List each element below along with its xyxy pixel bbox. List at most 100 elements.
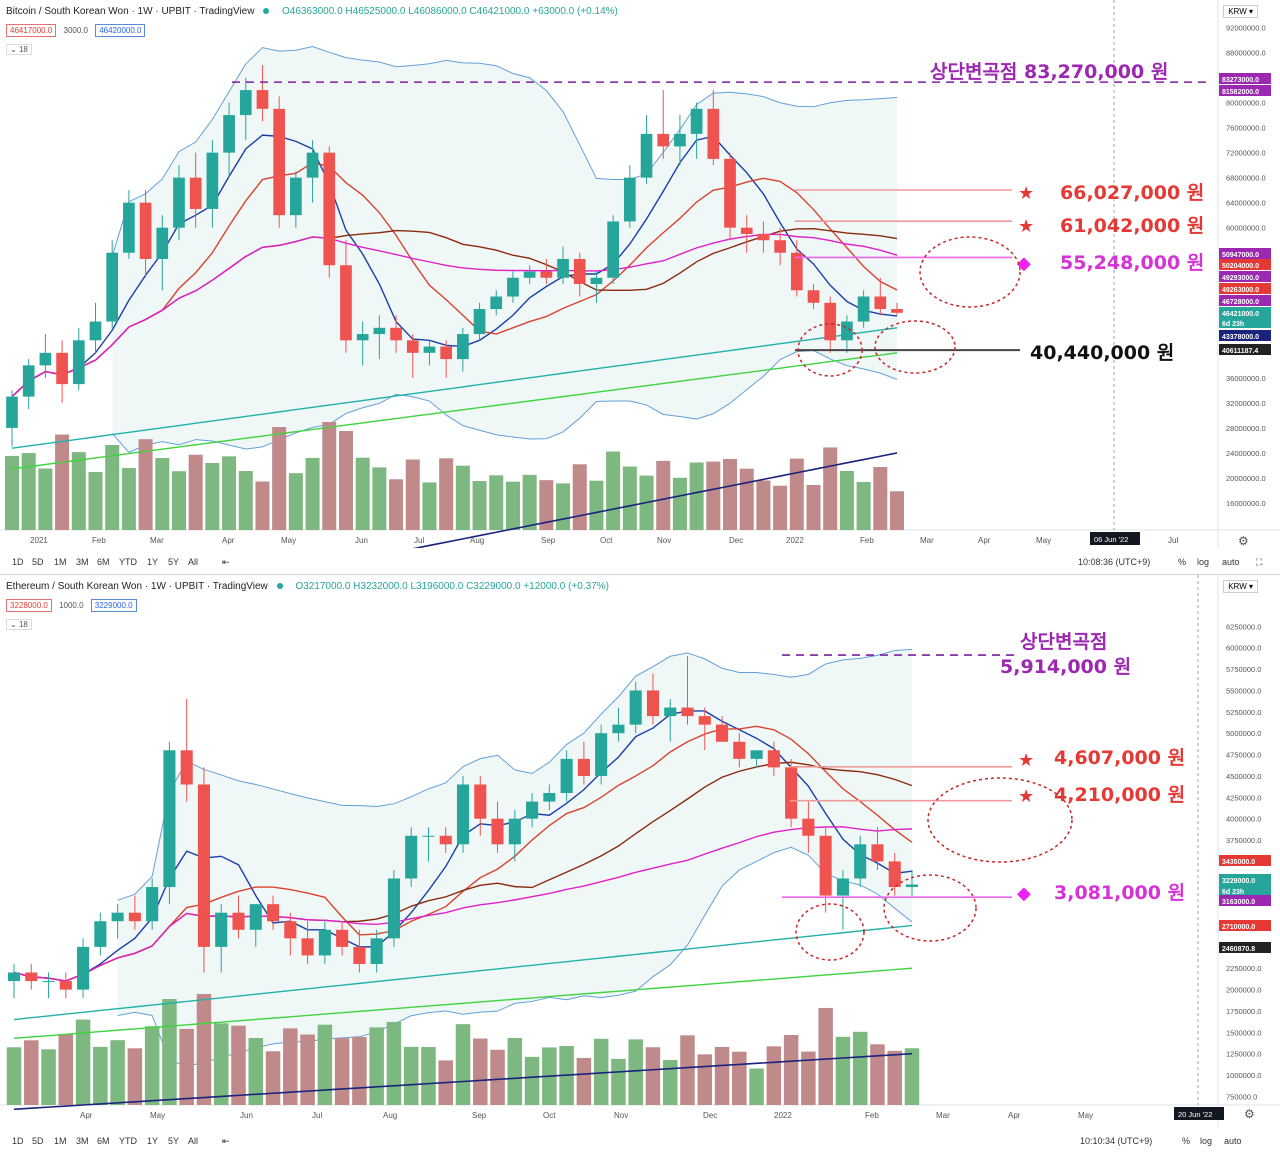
btc-tf-all[interactable]: All xyxy=(188,557,199,567)
eth-buy-box[interactable]: 3229000.0 xyxy=(90,599,137,612)
btc-buy-box[interactable]: 46420000.0 xyxy=(95,24,146,37)
time-tick-label: Jul xyxy=(414,536,424,545)
btc-symbol[interactable]: Bitcoin / South Korean Won · 1W · UPBIT … xyxy=(6,6,255,17)
volume-bar xyxy=(756,480,771,530)
price-tick-label: 4750000.0 xyxy=(1226,751,1261,760)
candle-body xyxy=(750,750,763,759)
eth-tf-1m[interactable]: 1M xyxy=(54,1136,67,1146)
volume-bar xyxy=(680,1035,695,1105)
btc-indicator-toggle[interactable]: ⌄ 18 xyxy=(6,44,32,55)
volume-bar xyxy=(766,1046,782,1105)
volume-bar xyxy=(783,1035,799,1105)
price-tick-label: 1000000.0 xyxy=(1226,1071,1261,1080)
btc-tf-1d[interactable]: 1D xyxy=(12,557,24,567)
price-tag-box xyxy=(1219,942,1271,953)
btc-tf-ytd[interactable]: YTD xyxy=(119,557,137,567)
volume-bar xyxy=(806,485,821,530)
btc-chart-canvas[interactable]: 2021 Feb Mar Apr May Jun Jul Aug Sep Oct Nov Dec 202… xyxy=(0,0,1280,548)
candle-body xyxy=(146,887,159,922)
date-range-icon[interactable]: ⇤ xyxy=(222,557,230,567)
candle-body xyxy=(163,750,176,888)
eth-tf-5y[interactable]: 5Y xyxy=(168,1136,180,1146)
price-tick-label: 68000000.0 xyxy=(1226,174,1266,183)
time-tick-label: Apr xyxy=(978,536,991,545)
time-tick-label: May xyxy=(1078,1111,1093,1120)
price-tick-label: 5750000.0 xyxy=(1226,665,1261,674)
candle-body xyxy=(757,233,770,241)
volume-bar xyxy=(656,460,671,530)
volume-bar xyxy=(248,1038,264,1105)
star-icon: ★ xyxy=(1018,183,1034,204)
price-tag-label: 83273000.0 xyxy=(1222,77,1259,84)
candle-body xyxy=(405,835,418,879)
candle-body xyxy=(690,108,703,134)
date-range-icon[interactable]: ⇤ xyxy=(222,1136,230,1146)
eth-percent-toggle[interactable]: % xyxy=(1182,1136,1191,1146)
eth-symbol[interactable]: Ethereum / South Korean Won · 1W · UPBIT… xyxy=(6,581,268,592)
volume-bar xyxy=(222,456,237,530)
bollinger-upper-line xyxy=(117,648,913,901)
time-tick-label: Mar xyxy=(936,1111,950,1120)
volume-bar xyxy=(231,1025,246,1105)
eth-tf-1d[interactable]: 1D xyxy=(12,1136,24,1146)
volume-bar xyxy=(386,1021,402,1105)
btc-log-toggle[interactable]: log xyxy=(1197,557,1210,567)
btc-auto-toggle[interactable]: auto xyxy=(1222,557,1240,567)
eth-indicator-toggle[interactable]: ⌄ 18 xyxy=(6,619,32,630)
candle-body xyxy=(284,921,297,939)
candle-body xyxy=(590,277,603,285)
volume-bar xyxy=(473,1038,488,1105)
btc-tf-3m[interactable]: 3M xyxy=(76,557,89,567)
price-tick-label: 5000000.0 xyxy=(1226,729,1261,738)
eth-log-toggle[interactable]: log xyxy=(1200,1136,1213,1146)
price-tag-box xyxy=(1219,317,1271,328)
candle-body xyxy=(273,108,286,216)
volume-bar xyxy=(421,1047,436,1105)
volume-bar xyxy=(179,1028,194,1105)
candle-body xyxy=(128,912,141,922)
volume-bar xyxy=(739,468,754,530)
btc-tf-5y[interactable]: 5Y xyxy=(168,557,180,567)
eth-auto-toggle[interactable]: auto xyxy=(1224,1136,1242,1146)
eth-tf-1y[interactable]: 1Y xyxy=(147,1136,159,1146)
eth-tf-6m[interactable]: 6M xyxy=(97,1136,110,1146)
volume-bar xyxy=(75,1019,91,1105)
time-tick-label: Apr xyxy=(222,536,235,545)
btc-sell-box[interactable]: 46417000.0 xyxy=(6,24,57,37)
moving-average-200 xyxy=(11,352,898,470)
eth-currency-select[interactable]: KRW ▾ xyxy=(1223,580,1258,593)
eth-chart-canvas[interactable]: Apr May Jun Jul Aug Sep Oct Nov Dec 2022 Feb Mar Apr… xyxy=(0,575,1280,1127)
candle-body xyxy=(707,108,720,159)
candle-body xyxy=(681,707,694,717)
btc-percent-toggle[interactable]: % xyxy=(1178,557,1187,567)
volume-bar xyxy=(38,468,53,530)
candle-body xyxy=(318,929,331,956)
price-tick-label: 36000000.0 xyxy=(1226,374,1266,383)
candle-body xyxy=(629,690,642,725)
volume-bar xyxy=(606,451,621,530)
volume-bar xyxy=(852,1031,868,1105)
candle-body xyxy=(197,784,211,947)
eth-tf-5d[interactable]: 5D xyxy=(32,1136,44,1146)
eth-tf-3m[interactable]: 3M xyxy=(76,1136,89,1146)
eth-tf-ytd[interactable]: YTD xyxy=(119,1136,137,1146)
volume-bar xyxy=(21,453,36,530)
btc-tf-1y[interactable]: 1Y xyxy=(147,557,159,567)
btc-chart-panel: 2021 Feb Mar Apr May Jun Jul Aug Sep Oct Nov Dec 202… xyxy=(0,0,1280,575)
volume-bar xyxy=(238,471,253,530)
eth-tf-all[interactable]: All xyxy=(188,1136,199,1146)
candle-body xyxy=(507,277,519,297)
btc-currency-select[interactable]: KRW ▾ xyxy=(1223,5,1258,18)
candle-body xyxy=(173,177,185,228)
volume-bar xyxy=(41,1049,56,1105)
eth-level-3: 3,081,000 원 xyxy=(1054,882,1185,904)
btc-tf-6m[interactable]: 6M xyxy=(97,557,110,567)
btc-tf-1m[interactable]: 1M xyxy=(54,557,67,567)
fullscreen-icon[interactable]: ⛶ xyxy=(1256,557,1263,567)
candle-body xyxy=(370,938,383,964)
eth-sell-box[interactable]: 3228000.0 xyxy=(6,599,52,612)
eth-spread: 1000.0 xyxy=(59,601,84,610)
settings-gear-icon: ⚙ xyxy=(1238,534,1249,548)
time-tick-label: Apr xyxy=(80,1111,93,1120)
btc-tf-5d[interactable]: 5D xyxy=(32,557,44,567)
